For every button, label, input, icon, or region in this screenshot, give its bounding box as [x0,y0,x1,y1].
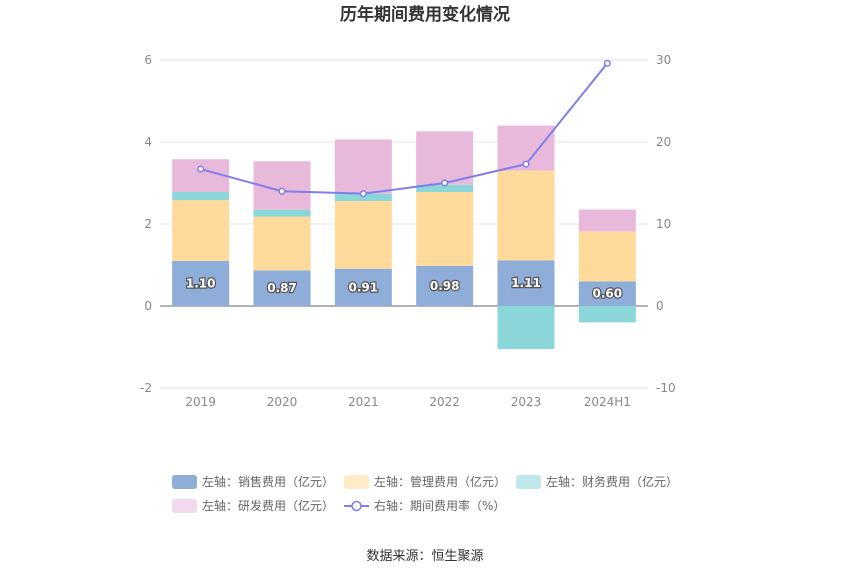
bar-2-2024H1 [578,306,636,323]
y-left-tick-label: 2 [144,217,152,231]
legend-marker [351,500,362,512]
y-right-tick-label: -10 [656,381,676,395]
y-left-tick-label: 0 [144,299,152,313]
bar-0-2020 [253,270,311,306]
x-tick-label: 2021 [348,395,379,409]
y-axis-left: -2 0 2 4 6 [140,53,152,395]
rate-point-2019 [197,165,205,173]
legend-label: 左轴：管理费用（亿元） [374,474,506,489]
x-tick-label: 2019 [185,395,216,409]
x-axis: 2019 2020 2021 2022 2023 2024H1 [185,395,631,409]
y-axis-right: -10 0 10 20 30 [656,53,676,395]
data-labels: 1.10 0.87 0.91 0.98 1.11 0.60 [185,275,624,302]
legend-label: 左轴：财务费用（亿元） [546,474,678,489]
bar-2-2021 [334,193,392,202]
bar-1-2019 [172,200,230,261]
bar-0-2021 [334,268,392,306]
bar-value-label: 1.11 [511,276,541,290]
bar-value-label: 0.60 [593,287,623,301]
bar-1-2021 [334,201,392,269]
y-right-tick-label: 0 [656,299,664,313]
bar-2-2019 [172,192,230,201]
rate-point-2024H1 [603,59,611,67]
bar-value-label: 0.87 [267,281,297,295]
y-left-tick-label: -2 [140,381,152,395]
y-right-tick-label: 20 [656,135,671,149]
x-tick-label: 2020 [267,395,298,409]
rate-line [197,59,611,198]
source-note: 数据来源：恒生聚源 [366,549,483,564]
legend-swatch [344,475,369,489]
legend-item-2[interactable]: 左轴：财务费用（亿元） [516,474,678,489]
bar-0-2022 [416,265,474,306]
legend-label: 右轴：期间费用率（%） [374,498,505,513]
bar-2-2023 [497,306,555,350]
x-tick-label: 2023 [511,395,542,409]
bar-0-2024H1 [578,281,636,306]
legend-item-1[interactable]: 左轴：管理费用（亿元） [344,474,506,489]
bar-value-label: 1.10 [186,276,216,290]
legend-item-4[interactable]: 右轴：期间费用率（%） [344,498,505,513]
legend-swatch [172,475,197,489]
legend-item-0[interactable]: 左轴：销售费用（亿元） [172,474,334,489]
bars [172,125,636,350]
legend-swatch [516,475,541,489]
bar-1-2022 [416,192,474,266]
bar-3-2021 [334,139,392,194]
y-left-tick-label: 6 [144,53,152,67]
legend-swatch [172,499,197,513]
rate-point-2022 [441,179,449,187]
rate-point-2023 [522,160,530,168]
legend: 左轴：销售费用（亿元） 左轴：管理费用（亿元） 左轴：财务费用（亿元） 左轴：研发费用… [172,474,678,513]
rate-line-path [200,62,609,195]
rate-point-2020 [278,187,286,195]
bar-1-2020 [253,216,311,271]
bar-3-2019 [172,159,230,193]
bar-0-2023 [497,260,555,306]
bar-3-2024H1 [578,209,636,232]
legend-item-3[interactable]: 左轴：研发费用（亿元） [172,498,334,513]
y-right-tick-label: 10 [656,217,671,231]
bar-value-label: 0.91 [349,280,379,294]
bar-1-2023 [497,170,555,261]
legend-label: 左轴：研发费用（亿元） [202,498,334,513]
legend-label: 左轴：销售费用（亿元） [202,474,334,489]
bar-2-2020 [253,209,311,217]
bar-1-2024H1 [578,231,636,282]
y-left-tick-label: 4 [144,135,152,149]
grid [160,59,648,389]
x-tick-label: 2022 [429,395,460,409]
chart-title: 历年期间费用变化情况 [340,4,510,25]
bar-value-label: 0.98 [430,279,460,293]
x-tick-label: 2024H1 [584,395,631,409]
bar-0-2019 [172,260,230,306]
bar-3-2022 [416,131,474,185]
bar-2-2022 [416,184,474,193]
rate-point-2021 [359,190,367,198]
y-right-tick-label: 30 [656,53,671,67]
